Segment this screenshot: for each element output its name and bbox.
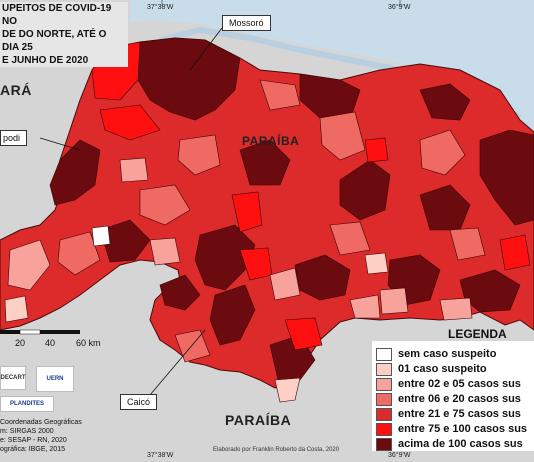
regions-dark <box>49 37 534 381</box>
credits-line-3: e: SESAP - RN, 2020 <box>0 437 67 444</box>
legend-swatch <box>376 347 392 361</box>
coord-top-right: 36°9'W <box>388 4 411 11</box>
legend-label: entre 21 e 75 casos sus <box>398 408 521 420</box>
coord-bottom-left: 37°38'W <box>147 452 174 459</box>
legend-label: entre 02 e 05 casos sus <box>398 378 521 390</box>
state-label-south-inner: PARAÍBA <box>242 134 300 148</box>
coord-bottom-right: 36°9'W <box>388 452 411 459</box>
state-label-south: PARAÍBA <box>225 412 292 428</box>
legend-swatch <box>376 377 392 391</box>
decart-logo: DECART <box>0 366 26 390</box>
city-label-caico: Caicó <box>120 394 158 410</box>
legend-swatch <box>376 392 392 406</box>
callout-line-caico <box>149 329 206 396</box>
legend-item: entre 02 e 05 casos sus <box>376 377 521 391</box>
legend-item: 01 caso suspeito <box>376 362 487 376</box>
regions-one <box>4 252 389 403</box>
regions-mid <box>57 79 486 363</box>
legend-label: sem caso suspeito <box>398 348 497 360</box>
legend-swatch <box>376 422 392 436</box>
legend-label: acima de 100 casos sus <box>398 438 523 450</box>
uern-logo: UERN <box>36 366 74 392</box>
city-label-mossoro: Mossoró <box>222 15 271 31</box>
legend-item: acima de 100 casos sus <box>376 437 523 451</box>
legend-item: sem caso suspeito <box>376 347 496 361</box>
legend-item: entre 75 e 100 casos sus <box>376 422 527 436</box>
regions-light <box>7 157 473 321</box>
legend-label: entre 06 e 20 casos sus <box>398 393 521 405</box>
city-label-apodi: podi <box>0 130 28 146</box>
legend: sem caso suspeito 01 caso suspeito entre 0… <box>372 341 534 451</box>
legend-label: 01 caso suspeito <box>398 363 487 375</box>
legend-item: entre 06 e 20 casos sus <box>376 392 521 406</box>
map-title: UPEITOS DE COVID-19 NO DE DO NORTE, ATÉ … <box>0 2 128 67</box>
callout-line-mossoro <box>189 27 223 71</box>
scale-tick-20: 20 <box>15 338 26 348</box>
author-credit: Elaborado por Franklin Roberto da Costa,… <box>213 447 340 453</box>
legend-title: LEGENDA <box>448 327 507 341</box>
state-label-west: ARÁ <box>0 82 32 98</box>
legend-label: entre 75 e 100 casos sus <box>398 423 528 435</box>
plandites-logo: PLANDITES <box>0 396 54 412</box>
credits-line-1: Coordenadas Geográficas <box>0 419 82 426</box>
coord-top-left: 37°38'W <box>147 4 174 11</box>
callout-line-apodi <box>39 137 81 151</box>
legend-swatch <box>376 362 392 376</box>
scale-bar <box>0 329 80 335</box>
ocean <box>130 0 534 130</box>
regions-bright <box>91 41 531 351</box>
legend-item: entre 21 e 75 casos sus <box>376 407 521 421</box>
credits-line-2: m: SIRGAS 2000 <box>0 428 54 435</box>
scale-tick-60: 60 km <box>76 338 101 348</box>
region-no-case <box>91 225 111 247</box>
credits: Coordenadas Geográficas m: SIRGAS 2000 e… <box>0 418 82 454</box>
scale-tick-40: 40 <box>45 338 56 348</box>
credits-line-4: ográfica: IBGE, 2015 <box>0 446 65 453</box>
legend-swatch <box>376 407 392 421</box>
legend-swatch <box>376 437 392 451</box>
